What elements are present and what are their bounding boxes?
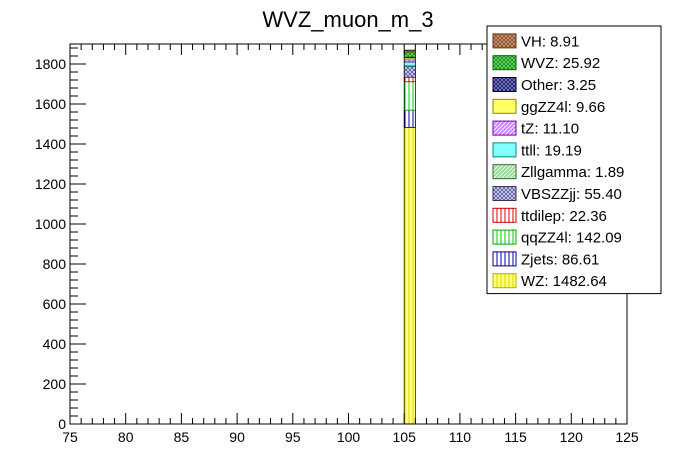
y-tick-label: 1200 [35, 176, 66, 192]
legend-label-qqzz4l: qqZZ4l: 142.09 [521, 230, 622, 247]
legend-swatch-tz [492, 120, 517, 136]
x-tick-label: 110 [449, 429, 472, 445]
legend-swatch-qqzz4l [492, 229, 517, 245]
legend-swatch-zjets [492, 251, 517, 267]
x-tick-label: 105 [393, 429, 417, 445]
x-tick-label: 120 [560, 429, 584, 445]
y-tick-label: 1400 [35, 136, 66, 152]
bar-ttdilep [403, 76, 416, 83]
bar-qqzz4l [403, 81, 416, 111]
legend-label-other: Other: 3.25 [521, 77, 596, 94]
legend-label-wvz: WVZ: 25.92 [521, 55, 600, 72]
legend-label-zjets: Zjets: 86.61 [521, 251, 599, 268]
chart-title: WVZ_muon_m_3 [262, 7, 433, 32]
legend-swatch-ttdilep [492, 207, 517, 223]
x-tick-label: 95 [285, 429, 301, 445]
legend-swatch-zllgamma [492, 164, 517, 180]
legend-label-wz: WZ: 1482.64 [521, 273, 607, 290]
x-tick-label: 80 [118, 429, 134, 445]
x-tick-label: 75 [62, 429, 78, 445]
legend-label-ggzz4l: ggZZ4l: 9.66 [521, 99, 605, 116]
x-tick-label: 125 [615, 429, 639, 445]
y-tick-label: 1000 [35, 216, 66, 232]
legend-swatch-other [492, 77, 517, 92]
y-tick-label: 0 [58, 416, 66, 432]
legend-label-ttll: ttll: 19.19 [521, 142, 582, 159]
y-tick-label: 1600 [35, 96, 66, 112]
x-tick-label: 90 [229, 429, 245, 445]
x-tick-label: 100 [337, 429, 361, 445]
y-tick-label: 600 [43, 296, 67, 312]
bar-vbszzjj [403, 65, 416, 78]
legend-swatch-vh [492, 33, 517, 49]
legend-swatch-wvz [492, 55, 517, 71]
bar-ttll [403, 61, 416, 67]
legend-label-ttdilep: ttdilep: 22.36 [521, 208, 607, 225]
bar-wvz [403, 51, 416, 58]
y-tick-label: 800 [43, 256, 67, 272]
y-tick-label: 200 [43, 376, 67, 392]
legend-box [486, 25, 662, 295]
legend-swatch-wz [492, 273, 517, 289]
legend-swatch-ggzz4l [492, 98, 517, 114]
legend-label-zllgamma: Zllgamma: 1.89 [521, 164, 624, 181]
legend-swatch-ttll [492, 142, 517, 158]
x-tick-label: 115 [504, 429, 527, 445]
legend-label-tz: tZ: 11.10 [521, 121, 579, 138]
legend-swatch-vbszzjj [492, 186, 517, 201]
legend-label-vh: VH: 8.91 [521, 33, 579, 50]
legend-label-vbszzjj: VBSZZjj: 55.40 [521, 186, 622, 203]
y-tick-label: 400 [43, 336, 67, 352]
bar-wz [403, 127, 416, 425]
bar-zjets [403, 109, 416, 128]
x-tick-label: 85 [174, 429, 190, 445]
legend: VH: 8.91 WVZ: 25.92 Other: 3.25 ggZZ4l: 9.6… [486, 25, 662, 295]
y-tick-label: 1800 [35, 56, 66, 72]
